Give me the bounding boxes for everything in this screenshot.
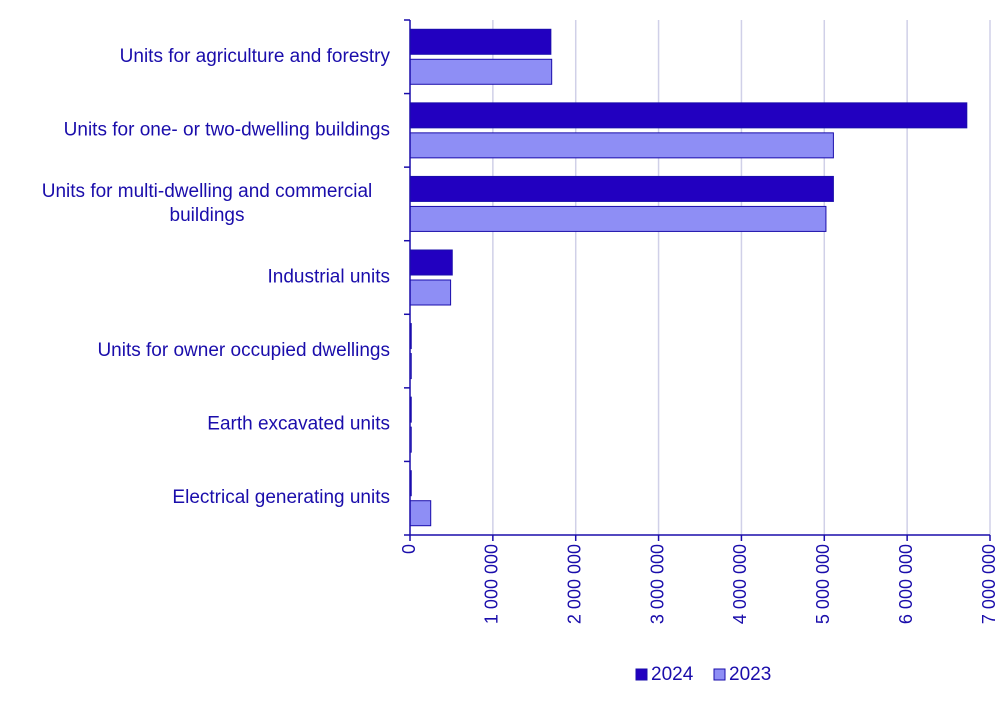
category-label: Electrical generating units (172, 487, 390, 508)
category-label: buildings (170, 205, 245, 226)
bar-2023-6 (409, 500, 432, 527)
category-label: Industrial units (267, 267, 390, 288)
category-label: Units for agriculture and forestry (120, 46, 391, 67)
bar-2024-3 (409, 249, 453, 276)
bar-2024-2 (409, 175, 834, 202)
x-tick-label: 4 000 000 (730, 544, 750, 624)
category-label: Units for owner occupied dwellings (97, 340, 390, 361)
grid-lines (492, 20, 991, 535)
x-tick-label: 1 000 000 (482, 544, 502, 624)
category-label: Units for multi-dwelling and commercial (42, 181, 373, 202)
x-tick-label: 0 (399, 544, 419, 554)
category-label: Earth excavated units (207, 414, 390, 435)
x-tick-label: 5 000 000 (813, 544, 833, 624)
legend-label-2023: 2023 (729, 664, 771, 685)
x-tick-label: 2 000 000 (564, 544, 584, 624)
x-tick-label: 3 000 000 (647, 544, 667, 624)
x-tick-label: 7 000 000 (979, 544, 999, 624)
legend-swatch-2023 (713, 668, 726, 681)
bar-2024-0 (409, 28, 552, 55)
legend-label-2024: 2024 (651, 664, 694, 685)
bars (409, 28, 968, 527)
legend-swatch-2024 (635, 668, 648, 681)
bar-2023-3 (409, 279, 452, 306)
bar-2024-1 (409, 102, 968, 129)
category-label: Units for one- or two-dwelling buildings (64, 119, 390, 140)
x-tick-label: 6 000 000 (896, 544, 916, 624)
bar-2023-2 (409, 205, 827, 232)
bar-2023-1 (409, 132, 834, 159)
axes (404, 19, 991, 541)
legend: 2024 2023 (635, 664, 771, 685)
x-tick-labels: 0 1 000 000 2 000 000 3 000 000 4 000 000 5 0… (399, 544, 999, 624)
category-labels: Units for agriculture and forestry Units … (42, 46, 391, 508)
bar-2023-0 (409, 58, 553, 85)
